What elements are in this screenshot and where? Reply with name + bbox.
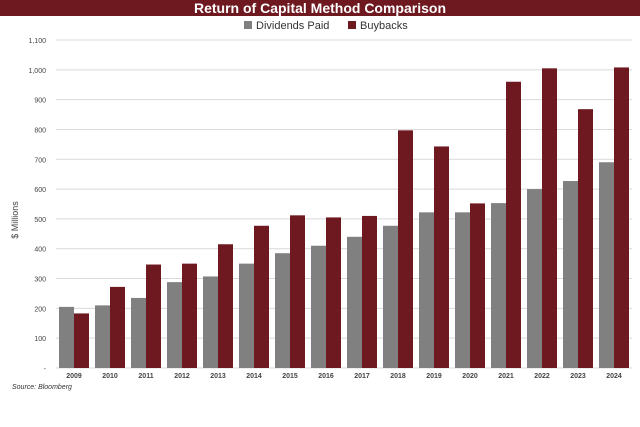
y-tick-label: - [44, 366, 47, 373]
dividends-bar-2015 [275, 253, 290, 368]
chart-title: Return of Capital Method Comparison [194, 0, 446, 16]
y-tick-label: 600 [34, 187, 46, 194]
x-axis-ticks: 2009 2010 2011 2012 2013 2014 2015 2016 2017 2018… [66, 373, 622, 380]
legend: Dividends Paid Buybacks [244, 20, 408, 32]
buybacks-bar-2018 [398, 130, 413, 368]
y-tick-label: 800 [34, 127, 46, 134]
buybacks-bar-2019 [434, 146, 449, 368]
x-tick-label: 2015 [282, 373, 298, 380]
buybacks-bar-2016 [326, 217, 341, 368]
x-tick-label: 2018 [390, 373, 406, 380]
x-tick-label: 2014 [246, 373, 262, 380]
y-tick-label: 1,000 [28, 68, 46, 75]
buybacks-bar-2023 [578, 109, 593, 368]
dividends-bar-2019 [419, 212, 434, 368]
buybacks-bar-2017 [362, 215, 377, 368]
buybacks-bar-2011 [146, 264, 161, 368]
x-tick-label: 2019 [426, 373, 442, 380]
bar-chart: Dividends Paid Buybacks - 100 200 300 400 500 6… [10, 20, 632, 380]
x-tick-label: 2011 [138, 373, 153, 380]
y-tick-label: 100 [34, 336, 46, 343]
legend-label: Dividends Paid [256, 20, 329, 32]
buybacks-bar-2013 [218, 244, 233, 368]
x-tick-label: 2021 [498, 373, 514, 380]
x-tick-label: 2009 [66, 373, 82, 380]
x-tick-label: 2020 [462, 373, 478, 380]
y-tick-label: 1,100 [28, 38, 46, 45]
dividends-bar-2023 [563, 181, 578, 368]
y-tick-label: 300 [34, 277, 46, 284]
y-axis-label: $ Millions [10, 201, 20, 239]
x-tick-label: 2022 [534, 373, 550, 380]
x-tick-label: 2023 [570, 373, 586, 380]
dividends-bar-2016 [311, 245, 326, 368]
x-tick-label: 2017 [354, 373, 370, 380]
buybacks-bar-2012 [182, 263, 197, 368]
dividends-bar-2014 [239, 263, 254, 368]
y-tick-label: 900 [34, 98, 46, 105]
y-tick-label: 400 [34, 247, 46, 254]
buybacks-bar-2020 [470, 203, 485, 368]
dividends-bar-2012 [167, 282, 182, 368]
dividends-bar-2017 [347, 236, 362, 368]
dividends-bar-2022 [527, 189, 542, 368]
buybacks-bar-2022 [542, 68, 557, 368]
buybacks-bar-2010 [110, 286, 125, 368]
title-bar [0, 0, 640, 16]
y-tick-label: 500 [34, 217, 46, 224]
dividends-bar-2009 [59, 306, 74, 368]
dividends-bar-2013 [203, 276, 218, 368]
legend-label: Buybacks [360, 20, 408, 32]
dividends-bar-2010 [95, 305, 110, 368]
buybacks-bar-2009 [74, 313, 89, 368]
y-axis-ticks: - 100 200 300 400 500 600 700 800 900 1,000 1,100 [28, 38, 46, 373]
x-tick-label: 2024 [606, 373, 622, 380]
dividends-bar-2021 [491, 203, 506, 368]
dividends-bar-2024 [599, 162, 614, 368]
dividends-bar-2020 [455, 212, 470, 368]
buybacks-bar-2015 [290, 215, 305, 368]
x-tick-label: 2013 [210, 373, 226, 380]
buybacks-bar-2021 [506, 81, 521, 368]
x-tick-label: 2012 [174, 373, 190, 380]
y-tick-label: 200 [34, 306, 46, 313]
source-note: Source: Bloomberg [12, 384, 72, 391]
x-tick-label: 2016 [318, 373, 334, 380]
legend-swatch [244, 21, 252, 29]
legend-swatch [348, 21, 356, 29]
buybacks-bar-2024 [614, 67, 629, 368]
x-tick-label: 2010 [102, 373, 118, 380]
bars [59, 67, 629, 368]
dividends-bar-2018 [383, 225, 398, 368]
y-tick-label: 700 [34, 157, 46, 164]
buybacks-bar-2014 [254, 225, 269, 368]
dividends-bar-2011 [131, 297, 146, 368]
